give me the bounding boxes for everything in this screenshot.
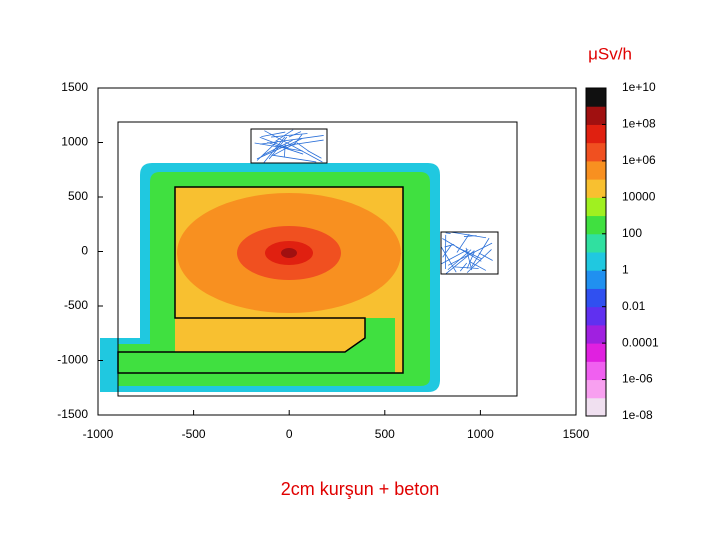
dose-zone	[281, 248, 297, 258]
y-tick-label: 1500	[61, 80, 88, 94]
y-tick-label: 0	[81, 244, 88, 258]
colorbar-band	[586, 307, 606, 326]
x-tick-label: 1000	[467, 427, 494, 441]
colorbar-label: 1e+08	[622, 117, 656, 131]
colorbar-band	[586, 179, 606, 198]
colorbar-band	[586, 270, 606, 289]
colorbar-label: 10000	[622, 190, 656, 204]
scatter-track	[445, 244, 454, 247]
colorbar-label: 0.0001	[622, 335, 659, 349]
x-tick-label: 500	[375, 427, 395, 441]
x-tick-label: 0	[286, 427, 293, 441]
colorbar-label: 1	[622, 262, 629, 276]
colorbar-band	[586, 106, 606, 125]
scatter-track	[308, 151, 322, 158]
y-tick-label: 500	[68, 189, 88, 203]
colorbar-band	[586, 234, 606, 253]
colorbar-band	[586, 124, 606, 143]
y-tick-label: -1000	[57, 353, 88, 367]
colorbar-band	[586, 252, 606, 271]
colorbar-band	[586, 361, 606, 380]
colorbar-band	[586, 143, 606, 162]
scatter-track	[284, 140, 323, 146]
colorbar-band	[586, 197, 606, 216]
y-tick-label: -500	[64, 298, 88, 312]
colorbar-band	[586, 161, 606, 180]
scatter-track	[450, 232, 486, 238]
colorbar-band	[586, 380, 606, 399]
scatter-track	[272, 155, 317, 162]
y-tick-label: -1500	[57, 407, 88, 421]
caption: 2cm kurşun + beton	[281, 479, 440, 499]
colorbar-label: 1e+06	[622, 153, 656, 167]
colorbar-band	[586, 343, 606, 362]
colorbar-label: 1e-08	[622, 408, 653, 422]
scatter-track	[446, 233, 451, 234]
colorbar-label: 0.01	[622, 299, 646, 313]
colorbar-label: 1e-06	[622, 372, 653, 386]
scatter-track	[454, 267, 479, 269]
x-tick-label: -500	[182, 427, 206, 441]
colorbar-label: 1e+10	[622, 80, 656, 94]
y-tick-label: 1000	[61, 135, 88, 149]
scatter-track	[464, 236, 477, 237]
chart-title: μSv/h	[588, 44, 632, 63]
colorbar-label: 100	[622, 226, 642, 240]
colorbar-band	[586, 88, 606, 107]
colorbar-band	[586, 288, 606, 307]
x-tick-label: -1000	[83, 427, 114, 441]
colorbar-band	[586, 216, 606, 235]
scatter-track	[456, 247, 482, 259]
x-tick-label: 1500	[563, 427, 590, 441]
colorbar-band	[586, 325, 606, 344]
colorbar-band	[586, 398, 606, 417]
